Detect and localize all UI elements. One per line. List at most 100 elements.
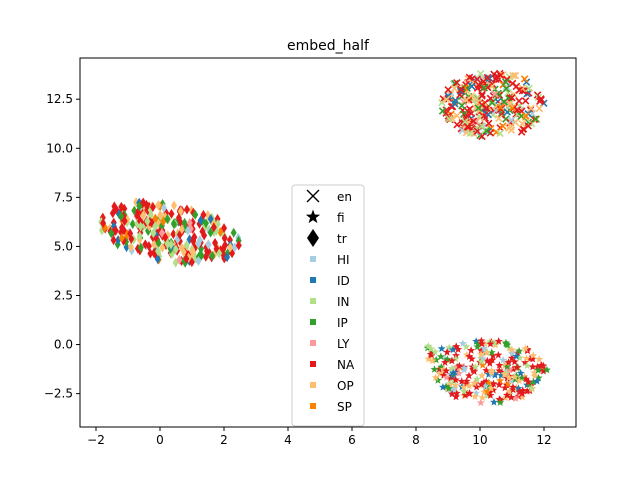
legend-item-NA: NA xyxy=(310,358,355,372)
data-point-fi xyxy=(489,379,498,388)
data-point-fi xyxy=(461,391,470,399)
legend-label: en xyxy=(337,190,352,204)
data-point-fi xyxy=(452,389,461,397)
data-point-fi xyxy=(522,374,530,383)
legend-item-en: en xyxy=(306,189,352,204)
data-point-en xyxy=(496,129,504,138)
data-point-fi xyxy=(447,370,455,378)
data-point-fi xyxy=(480,339,489,348)
data-point-tr xyxy=(155,238,162,249)
data-point-en xyxy=(472,104,480,112)
data-point-en xyxy=(453,112,461,120)
data-point-tr xyxy=(118,222,125,233)
data-point-en xyxy=(488,80,497,89)
data-point-fi xyxy=(477,346,486,355)
data-point-fi xyxy=(480,387,489,396)
data-point-tr xyxy=(127,228,134,239)
data-point-fi xyxy=(487,384,496,392)
data-point-en xyxy=(453,120,461,129)
data-point-fi xyxy=(460,364,469,372)
data-point-fi xyxy=(477,339,486,348)
data-point-en xyxy=(478,92,486,100)
legend-swatch xyxy=(310,298,316,304)
data-point-fi xyxy=(452,342,461,350)
data-point-en xyxy=(465,96,473,104)
data-point-en xyxy=(532,115,540,123)
data-point-en xyxy=(476,69,485,78)
data-point-en xyxy=(473,75,482,84)
data-point-fi xyxy=(521,358,530,366)
data-point-en xyxy=(525,84,533,93)
data-point-fi xyxy=(451,375,460,384)
data-point-fi xyxy=(487,348,496,356)
data-point-en xyxy=(515,86,523,94)
data-point-fi xyxy=(490,398,498,406)
data-point-fi xyxy=(478,393,487,402)
legend-label: HI xyxy=(337,253,350,267)
data-point-tr xyxy=(171,200,178,211)
y-tick-label: 5.0 xyxy=(54,239,73,253)
data-point-en xyxy=(521,97,530,105)
data-point-tr xyxy=(189,246,196,257)
data-point-tr xyxy=(136,201,143,212)
data-point-tr xyxy=(178,224,185,235)
data-point-en xyxy=(474,104,483,112)
data-point-fi xyxy=(452,392,460,401)
x-marker-icon xyxy=(306,189,320,203)
data-point-tr xyxy=(222,240,229,251)
data-point-fi xyxy=(437,344,446,353)
data-point-tr xyxy=(110,235,117,246)
legend-label: ID xyxy=(337,274,350,288)
data-point-en xyxy=(458,101,466,110)
data-point-fi xyxy=(495,366,504,375)
x-axis: −2 0 2 4 6 8 10 12 xyxy=(87,427,552,447)
data-point-fi xyxy=(500,370,509,378)
data-point-tr xyxy=(205,246,212,257)
data-point-fi xyxy=(441,358,449,366)
legend-label: IN xyxy=(337,295,350,309)
legend-label: OP xyxy=(337,379,354,393)
data-point-fi xyxy=(516,369,525,377)
data-point-en xyxy=(496,105,505,114)
data-point-tr xyxy=(216,248,223,259)
data-point-tr xyxy=(151,239,158,250)
x-tick-label: 12 xyxy=(536,433,551,447)
data-point-fi xyxy=(481,381,490,390)
data-point-fi xyxy=(528,362,537,371)
data-point-fi xyxy=(504,358,513,366)
data-point-tr xyxy=(155,200,162,211)
data-point-en xyxy=(465,73,474,82)
data-point-fi xyxy=(512,352,521,360)
legend-swatch xyxy=(310,256,316,262)
data-point-en xyxy=(453,79,461,87)
data-point-tr xyxy=(170,229,177,240)
data-point-fi xyxy=(520,372,529,380)
data-point-tr xyxy=(168,208,175,219)
data-point-fi xyxy=(465,352,474,360)
data-point-fi xyxy=(495,380,504,389)
data-point-en xyxy=(438,107,447,115)
data-point-fi xyxy=(443,348,452,356)
legend-label: tr xyxy=(337,232,347,246)
legend-label: IP xyxy=(337,316,348,330)
plot-frame xyxy=(79,57,577,428)
legend-item-fi: fi xyxy=(305,209,345,225)
data-point-fi xyxy=(477,380,486,388)
data-point-fi xyxy=(471,392,480,400)
data-point-fi xyxy=(477,336,486,345)
data-point-en xyxy=(499,122,507,130)
data-point-fi xyxy=(507,393,516,401)
data-point-fi xyxy=(522,354,531,362)
data-point-tr xyxy=(121,216,128,227)
data-point-tr xyxy=(184,225,191,236)
data-point-fi xyxy=(477,350,485,358)
data-point-tr xyxy=(177,206,184,217)
data-point-en xyxy=(461,117,469,126)
data-point-en xyxy=(515,97,523,105)
data-point-fi xyxy=(482,366,491,374)
x-tick-label: 8 xyxy=(412,433,420,447)
data-point-fi xyxy=(530,368,539,377)
data-point-en xyxy=(537,95,545,103)
data-point-fi xyxy=(518,389,527,397)
data-point-tr xyxy=(155,246,162,257)
